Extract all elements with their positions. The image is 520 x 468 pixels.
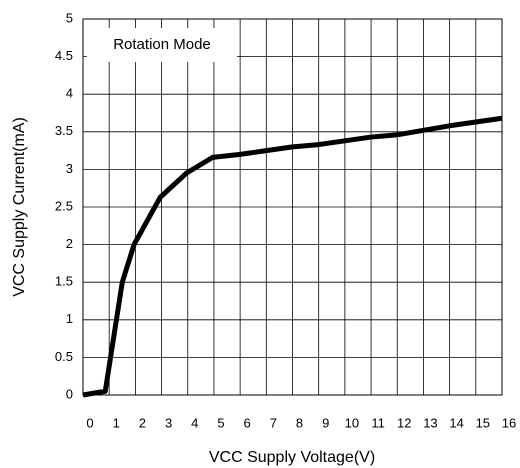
x-tick-label: 11	[371, 415, 385, 430]
plot-frame	[82, 18, 503, 396]
y-tick-label: 0.5	[55, 349, 73, 364]
x-tick-label: 12	[397, 415, 411, 430]
x-tick-label: 3	[165, 415, 172, 430]
annotation-box	[87, 28, 237, 62]
annotation: Rotation Mode	[113, 36, 211, 53]
x-tick-label: 10	[345, 415, 359, 430]
y-tick-label: 4.5	[55, 48, 73, 63]
data-line	[82, 115, 503, 398]
x-tick-label: 14	[449, 415, 463, 430]
y-tick-label: 3.5	[55, 123, 73, 138]
x-tick-label: 16	[502, 415, 516, 430]
y-tick-label: 5	[66, 10, 73, 25]
y-tick-label: 2	[66, 236, 73, 251]
x-tick-label: 6	[244, 415, 251, 430]
x-tick-label: 0	[86, 415, 93, 430]
x-tick-label: 13	[423, 415, 437, 430]
x-axis-label: VCC Supply Voltage(V)	[209, 449, 375, 466]
y-axis-label: VCC Supply Current(mA)	[11, 117, 28, 297]
x-tick-label: 5	[217, 415, 224, 430]
x-tick-label: 1	[113, 415, 120, 430]
x-tick-label: 2	[139, 415, 146, 430]
x-tick-label: 8	[296, 415, 303, 430]
y-tick-label: 3	[66, 161, 73, 176]
y-tick-label: 1.5	[55, 274, 73, 289]
y-tick-label: 4	[66, 86, 73, 101]
x-tick-label: 4	[191, 415, 198, 430]
y-tick-label: 2.5	[55, 198, 73, 213]
x-tick-label: 9	[322, 415, 329, 430]
x-tick-label: 7	[270, 415, 277, 430]
y-tick-label: 0	[66, 386, 73, 401]
x-tick-label: 15	[476, 415, 490, 430]
y-tick-label: 1	[66, 311, 73, 326]
